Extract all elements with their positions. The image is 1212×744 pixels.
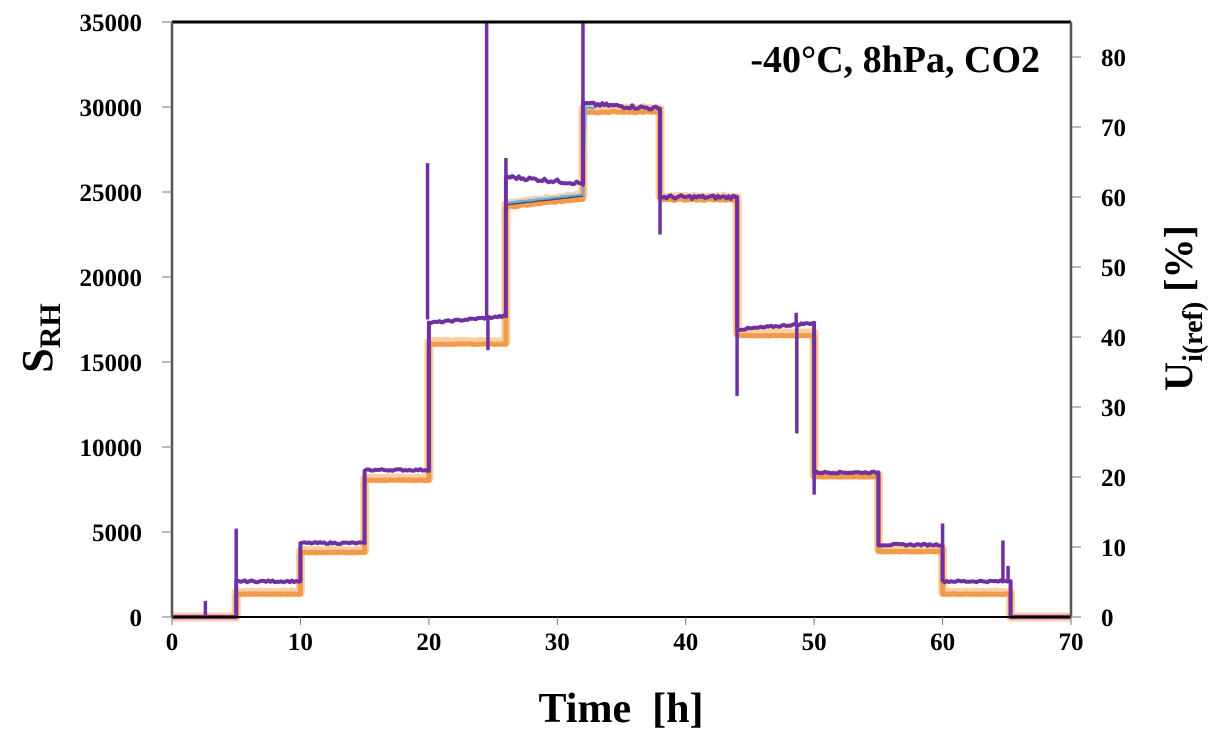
y-tick-label: 15000 (80, 350, 143, 377)
y2-tick-label: 0 (1101, 605, 1114, 632)
series-line (505, 106, 596, 205)
y-tick-label: 25000 (80, 180, 143, 207)
y2-tick-label: 60 (1101, 185, 1126, 212)
y-tick-label: 5000 (92, 520, 142, 547)
series-reference-band-light (169, 103, 1074, 622)
y2-tick-label: 10 (1101, 535, 1126, 562)
y2-tick-label: 50 (1101, 255, 1126, 282)
x-tick-label: 20 (416, 629, 441, 656)
y-axis-title-main: S (13, 348, 62, 372)
y2-axis-title-sub: i(ref) (1178, 302, 1209, 362)
x-axis-title: Time [h] (539, 686, 704, 732)
chart-annotation: -40°C, 8hPa, CO2 (750, 39, 1040, 81)
ticks-layer: 0 10 20 30 40 50 60 70 0 5000 10000 15000 20000 25000… (80, 10, 1127, 656)
x-tick-label: 0 (166, 629, 179, 656)
x-tick-label: 30 (545, 629, 570, 656)
y-axis-title: SRH (13, 303, 67, 372)
y2-axis-title: Ui(ref) [%] (1156, 195, 1209, 441)
y2-tick-label: 30 (1101, 395, 1126, 422)
x-tick-label: 70 (1059, 629, 1084, 656)
y2-tick-label: 80 (1101, 45, 1126, 72)
x-tick-label: 40 (673, 629, 698, 656)
y-tick-label: 35000 (80, 10, 143, 37)
series-line (169, 103, 1074, 622)
y2-axis-title-main: U (1156, 362, 1201, 391)
y-axis-title-sub: RH (34, 303, 67, 348)
y-tick-label: 0 (130, 605, 143, 632)
y2-tick-label: 20 (1101, 465, 1126, 492)
axes-layer (170, 20, 1073, 618)
y-tick-label: 30000 (80, 95, 143, 122)
series-reference-blue (505, 106, 596, 205)
y2-tick-label: 70 (1101, 115, 1126, 142)
series-line (171, 109, 1072, 620)
series-layer (169, 22, 1074, 622)
x-tick-label: 10 (288, 629, 313, 656)
series-line (172, 100, 1071, 619)
series-reference-orange (171, 109, 1072, 620)
y-tick-label: 20000 (80, 265, 143, 292)
series-line (505, 195, 584, 206)
y-tick-label: 10000 (80, 435, 143, 462)
y2-axis-title-suffix: [%] (1156, 225, 1201, 302)
x-tick-label: 50 (802, 629, 827, 656)
series-reference-dark (505, 195, 584, 206)
y2-tick-label: 40 (1101, 325, 1126, 352)
series-U_i(ref)-purple (172, 22, 1071, 619)
x-tick-label: 60 (930, 629, 955, 656)
